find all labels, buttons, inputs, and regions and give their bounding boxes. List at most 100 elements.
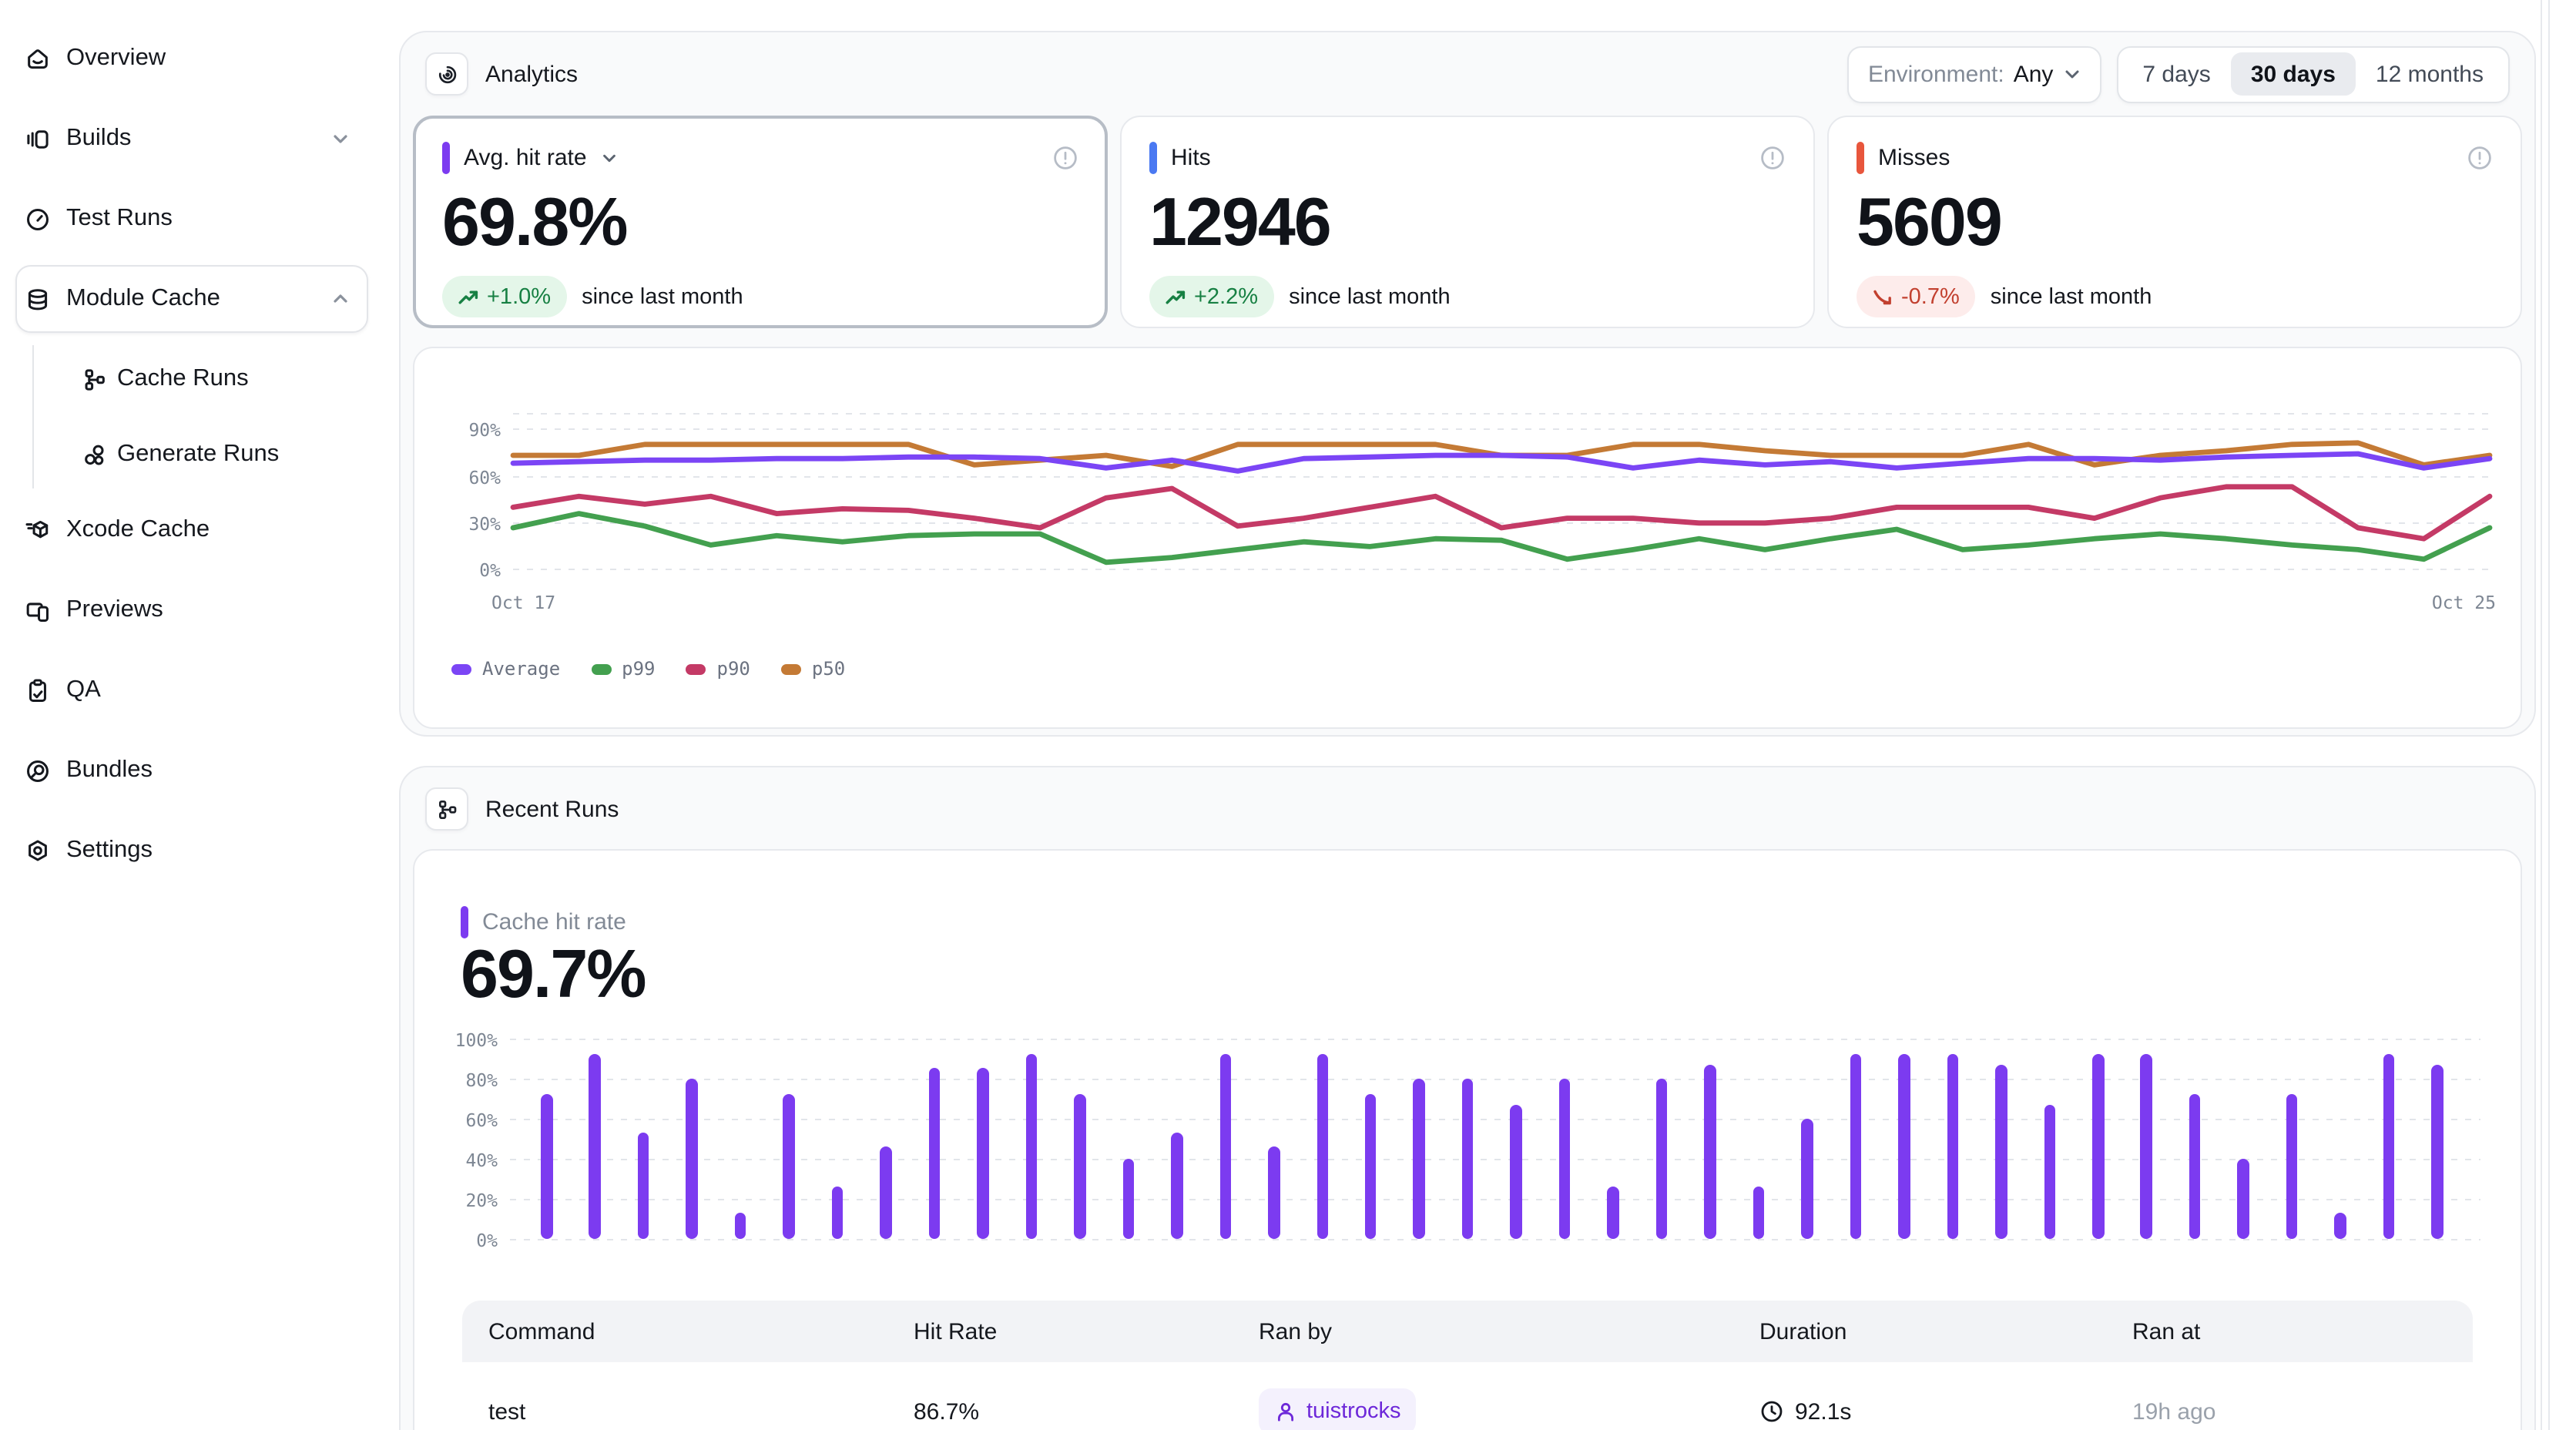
sidebar-item-cache-runs[interactable]: Cache Runs xyxy=(34,345,368,413)
bar xyxy=(1219,1053,1232,1239)
line-chart-x-axis: Oct 17 Oct 25 xyxy=(491,592,2496,613)
bar xyxy=(1558,1079,1571,1239)
bar xyxy=(1074,1093,1086,1239)
bar xyxy=(1364,1093,1377,1239)
delta-note: since last month xyxy=(582,284,743,309)
metric-indicator xyxy=(461,906,468,938)
sidebar-item-qa[interactable]: QA xyxy=(15,656,368,724)
metric-cards: Avg. hit rate 69.8% +1.0% since last mon… xyxy=(413,116,2522,328)
info-icon[interactable] xyxy=(2467,145,2493,171)
bar xyxy=(1025,1053,1038,1239)
environment-value: Any xyxy=(2013,61,2054,87)
recent-runs-table: Command Hit Rate Ran by Duration Ran at … xyxy=(462,1301,2473,1430)
chevron-down-icon[interactable] xyxy=(601,149,618,166)
chevron-down-icon xyxy=(2064,70,2078,79)
home-icon xyxy=(28,49,48,69)
sidebar-item-settings[interactable]: Settings xyxy=(15,817,368,885)
sidebar-item-label: Overview xyxy=(66,45,166,71)
column-header-ran-at: Ran at xyxy=(2132,1318,2201,1344)
recent-runs-section: Recent Runs Cache hit rate 69.7% 100% 80… xyxy=(399,766,2536,1430)
clock-icon xyxy=(1761,1401,1783,1422)
sidebar-item-label: Previews xyxy=(66,596,163,623)
metric-label: Misses xyxy=(1878,145,1950,171)
legend-swatch xyxy=(780,663,801,674)
bar xyxy=(1510,1105,1522,1239)
recent-runs-header: Recent Runs xyxy=(401,767,2534,851)
column-header-command: Command xyxy=(488,1318,595,1344)
cube-fast-icon xyxy=(25,519,49,538)
gauge-icon xyxy=(27,208,49,230)
legend-swatch xyxy=(686,663,706,674)
line-series-p99 xyxy=(510,511,2493,566)
legend-item-p99[interactable]: p99 xyxy=(591,658,656,680)
x-axis-start-label: Oct 17 xyxy=(491,592,556,613)
sidebar-item-bundles[interactable]: Bundles xyxy=(15,737,368,804)
metric-indicator xyxy=(442,142,450,174)
sidebar-subgroup-module-cache: Cache Runs Generate Runs xyxy=(32,345,368,488)
table-row[interactable]: test 86.7% tuistrocks xyxy=(462,1362,2473,1430)
legend-swatch xyxy=(451,663,471,674)
x-axis-end-label: Oct 25 xyxy=(2431,592,2496,613)
bar xyxy=(2140,1053,2152,1239)
sidebar-item-label: Builds xyxy=(66,125,132,151)
sidebar-item-previews[interactable]: Previews xyxy=(15,576,368,644)
bundle-disc-icon xyxy=(27,760,49,781)
sidebar-item-test-runs[interactable]: Test Runs xyxy=(15,185,368,253)
legend-item-average[interactable]: Average xyxy=(451,658,560,680)
bar xyxy=(1655,1079,1668,1239)
metric-card-misses[interactable]: Misses 5609 -0.7% since last month xyxy=(1827,116,2522,328)
recent-runs-card: Cache hit rate 69.7% 100% 80% 60% 40% 20… xyxy=(413,849,2522,1430)
percentiles-line-chart-card: 90% 60% 30% 0% Oct 17 Oct 25 Average p99 xyxy=(413,347,2522,729)
sidebar-item-xcode-cache[interactable]: Xcode Cache xyxy=(15,496,368,564)
workflow-icon xyxy=(85,368,105,390)
bar xyxy=(1171,1133,1183,1239)
line-chart-svg xyxy=(510,440,2493,566)
sidebar-item-label: Xcode Cache xyxy=(66,516,210,542)
scrollbar[interactable] xyxy=(2541,0,2550,1430)
metric-label: Avg. hit rate xyxy=(464,145,587,171)
bar xyxy=(1898,1053,1910,1239)
table-header: Command Hit Rate Ran by Duration Ran at xyxy=(462,1301,2473,1362)
range-30-days-button[interactable]: 30 days xyxy=(2230,52,2356,96)
ran-by-badge[interactable]: tuistrocks xyxy=(1259,1388,1417,1430)
sidebar-item-module-cache[interactable]: Module Cache xyxy=(15,265,368,333)
sidebar-item-label: Generate Runs xyxy=(117,441,280,467)
info-icon[interactable] xyxy=(1759,145,1786,171)
bar xyxy=(589,1053,601,1239)
sidebar-item-overview[interactable]: Overview xyxy=(15,25,368,92)
bar xyxy=(1801,1119,1813,1239)
analytics-section: Analytics Environment: Any 7 days 30 day… xyxy=(399,31,2536,737)
delta-badge: -0.7% xyxy=(1857,276,1975,317)
bar xyxy=(831,1187,844,1239)
sidebar-item-builds[interactable]: Builds xyxy=(15,105,368,173)
bar xyxy=(1268,1146,1280,1239)
bar xyxy=(2286,1093,2298,1239)
delta-badge: +1.0% xyxy=(442,276,567,317)
bar xyxy=(1753,1187,1765,1239)
command-cell: test xyxy=(488,1398,526,1425)
metric-indicator xyxy=(1857,142,1864,174)
metric-card-hits[interactable]: Hits 12946 +2.2% since last month xyxy=(1120,116,1815,328)
column-header-ran-by: Ran by xyxy=(1259,1318,1333,1344)
column-header-hit-rate: Hit Rate xyxy=(914,1318,998,1344)
line-series-average xyxy=(510,451,2493,474)
range-7-days-button[interactable]: 7 days xyxy=(2142,61,2211,87)
bar xyxy=(783,1093,795,1239)
bar xyxy=(2431,1065,2444,1239)
range-12-months-button[interactable]: 12 months xyxy=(2375,61,2484,87)
sidebar-item-label: Module Cache xyxy=(66,285,220,311)
bar xyxy=(977,1067,989,1239)
person-icon xyxy=(1277,1401,1294,1421)
environment-select[interactable]: Environment: Any xyxy=(1847,45,2101,102)
legend-item-p50[interactable]: p50 xyxy=(780,658,845,680)
bar xyxy=(1317,1053,1328,1239)
legend-item-p90[interactable]: p90 xyxy=(686,658,750,680)
metric-value: 69.8% xyxy=(442,185,629,260)
bar xyxy=(734,1213,746,1239)
database-icon xyxy=(28,288,48,310)
sidebar-item-generate-runs[interactable]: Generate Runs xyxy=(34,421,368,488)
info-icon[interactable] xyxy=(1052,145,1078,171)
metric-card-avg-hit-rate[interactable]: Avg. hit rate 69.8% +1.0% since last mon… xyxy=(413,116,1108,328)
builds-icon xyxy=(27,129,49,148)
